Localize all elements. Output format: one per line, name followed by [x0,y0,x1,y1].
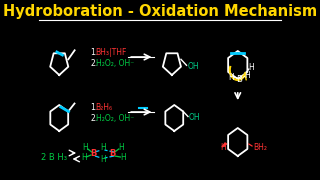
Text: H: H [228,73,234,82]
Text: 1.: 1. [90,48,97,57]
Text: B: B [90,150,97,159]
Text: 2.: 2. [90,58,97,68]
Text: H: H [248,62,254,71]
Text: H: H [120,154,125,163]
Text: H: H [244,71,250,80]
Text: B: B [236,75,242,84]
Text: H: H [220,143,226,152]
Text: BH₃|THF: BH₃|THF [96,48,127,57]
Text: B₂H₆: B₂H₆ [96,102,113,111]
Text: OH: OH [187,62,199,71]
Text: H: H [100,143,106,152]
Text: 2 B H₃: 2 B H₃ [41,154,67,163]
Text: H₂O₂, OH⁻: H₂O₂, OH⁻ [96,114,134,123]
Text: B: B [109,150,116,159]
Text: BH₂: BH₂ [254,143,268,152]
Text: OH: OH [189,113,200,122]
Text: H: H [118,143,124,152]
Text: H: H [83,143,88,152]
Text: 2.: 2. [90,114,97,123]
Text: Hydroboration - Oxidation Mechanism: Hydroboration - Oxidation Mechanism [3,3,317,19]
Text: H: H [81,154,87,163]
Text: 1.: 1. [90,102,97,111]
Polygon shape [222,143,227,147]
Text: H₂O₂, OH⁻: H₂O₂, OH⁻ [96,58,134,68]
Text: H: H [100,156,106,165]
